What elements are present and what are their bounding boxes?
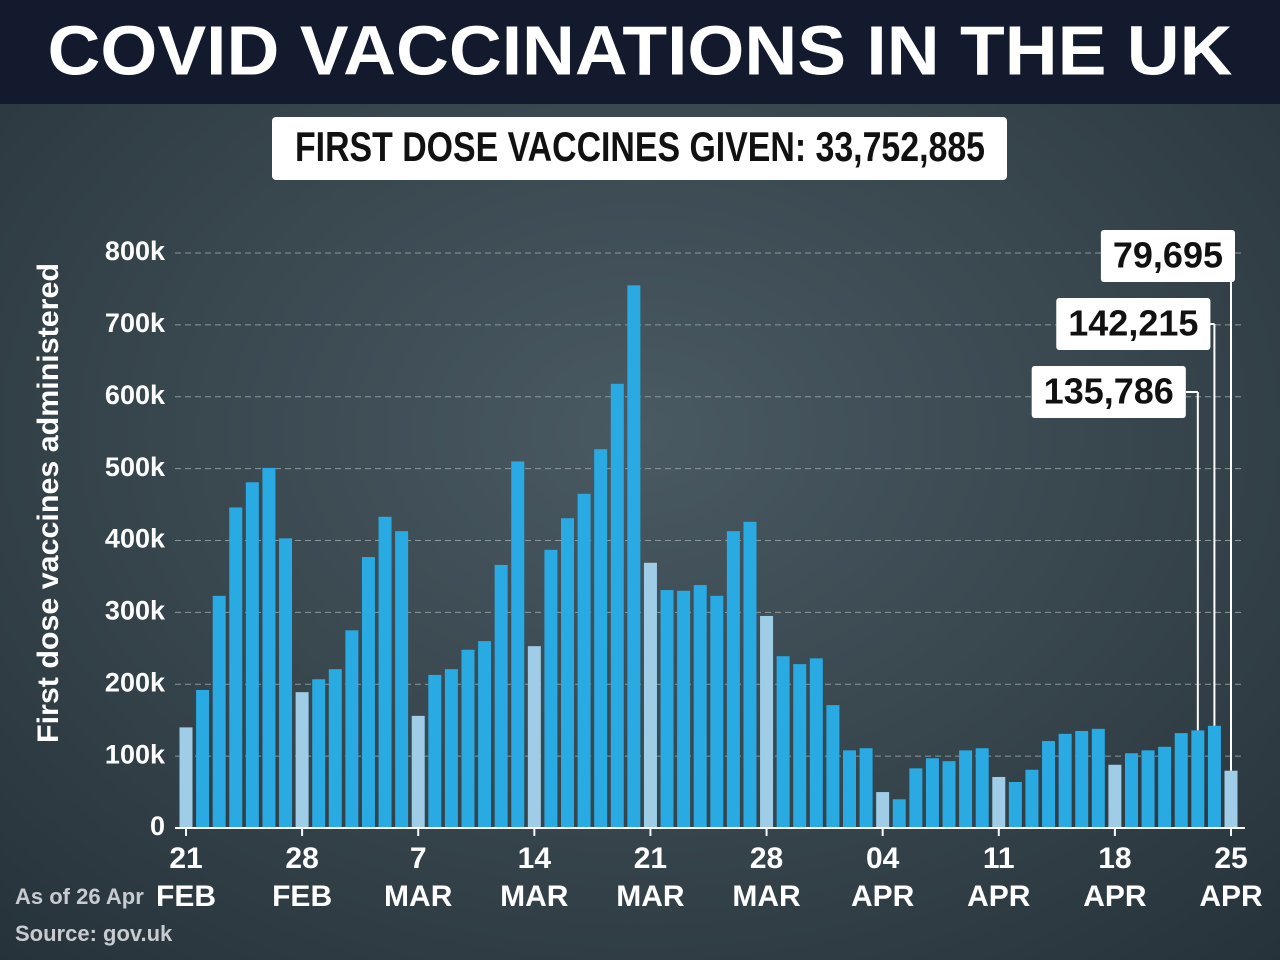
bar bbox=[677, 590, 691, 828]
bar bbox=[959, 750, 973, 828]
bar bbox=[776, 656, 790, 828]
bar bbox=[859, 748, 873, 828]
chart-title: COVID VACCINATIONS IN THE UK bbox=[48, 11, 1233, 89]
value-label-box bbox=[1031, 366, 1186, 418]
bar bbox=[196, 690, 210, 828]
bar bbox=[1207, 725, 1221, 828]
x-tick-label: 21 MAR bbox=[616, 842, 685, 913]
bar bbox=[312, 679, 326, 828]
bar bbox=[1124, 753, 1138, 828]
bar bbox=[925, 758, 939, 828]
bar bbox=[1174, 733, 1188, 828]
bar bbox=[1108, 764, 1122, 828]
bar bbox=[594, 449, 608, 828]
bar bbox=[561, 518, 575, 828]
value-label-box bbox=[1100, 230, 1235, 282]
bar bbox=[511, 461, 525, 828]
bar bbox=[643, 562, 657, 828]
bar bbox=[179, 727, 193, 828]
bar bbox=[975, 748, 989, 828]
title-bar bbox=[0, 0, 1280, 104]
x-tick-label: 7 MAR bbox=[384, 842, 453, 913]
y-tick-label: 200k bbox=[105, 667, 166, 697]
bar bbox=[295, 692, 309, 828]
bar bbox=[345, 630, 359, 828]
x-tick-label: 18 APR bbox=[1083, 842, 1147, 913]
subtitle-box bbox=[272, 117, 1007, 180]
y-tick-label: 700k bbox=[105, 308, 166, 338]
bar bbox=[627, 285, 641, 828]
bar bbox=[1025, 769, 1039, 828]
bar bbox=[411, 715, 425, 828]
bar bbox=[726, 531, 740, 828]
bar bbox=[361, 557, 375, 828]
bar bbox=[892, 799, 906, 828]
x-tick-label: 11 APR bbox=[967, 842, 1031, 913]
bar bbox=[876, 792, 890, 828]
bar bbox=[1224, 770, 1238, 828]
bar bbox=[527, 646, 541, 828]
bar bbox=[478, 641, 492, 828]
bar bbox=[693, 585, 707, 828]
y-tick-label: 800k bbox=[105, 236, 166, 266]
x-tick-label: 14 MAR bbox=[500, 842, 569, 913]
x-tick-label: 04 APR bbox=[851, 842, 915, 913]
y-tick-label: 500k bbox=[105, 452, 166, 482]
value-label: 142,215 bbox=[1068, 303, 1198, 344]
bar bbox=[1008, 782, 1022, 828]
bar bbox=[1191, 730, 1205, 828]
note: Source: gov.uk bbox=[15, 921, 173, 946]
bar bbox=[212, 595, 226, 828]
bar bbox=[793, 664, 807, 828]
x-tick-label: 21 FEB bbox=[156, 842, 216, 913]
bar bbox=[461, 649, 475, 828]
bar bbox=[909, 768, 923, 828]
bar bbox=[577, 493, 591, 828]
y-tick-label: 100k bbox=[105, 739, 166, 769]
y-tick-label: 0 bbox=[150, 811, 165, 841]
bar bbox=[378, 516, 392, 828]
bar bbox=[494, 564, 508, 828]
chart-subtitle: FIRST DOSE VACCINES GIVEN: 33,752,885 bbox=[295, 123, 985, 170]
bar bbox=[1141, 750, 1155, 828]
y-tick-label: 300k bbox=[105, 596, 166, 626]
bar bbox=[262, 467, 276, 828]
bar bbox=[395, 531, 409, 828]
bar bbox=[942, 761, 956, 828]
bar bbox=[279, 538, 293, 828]
bar bbox=[809, 658, 823, 828]
y-axis-label: First dose vaccines administered bbox=[32, 263, 65, 743]
note: As of 26 Apr bbox=[15, 884, 144, 909]
bar bbox=[229, 507, 243, 828]
bar bbox=[743, 521, 757, 828]
y-tick-label: 400k bbox=[105, 524, 166, 554]
bar bbox=[444, 669, 458, 828]
bar bbox=[826, 705, 840, 828]
bar bbox=[842, 750, 856, 828]
bar bbox=[1058, 733, 1072, 828]
bar bbox=[544, 549, 558, 828]
x-tick-label: 25 APR bbox=[1199, 842, 1263, 913]
bar bbox=[610, 383, 624, 828]
bar bbox=[328, 669, 342, 828]
value-label: 79,695 bbox=[1113, 235, 1223, 276]
value-label: 135,786 bbox=[1044, 371, 1174, 412]
bar bbox=[245, 482, 259, 828]
bar bbox=[1042, 741, 1056, 828]
bar bbox=[992, 776, 1006, 828]
bar bbox=[710, 595, 724, 828]
bar bbox=[1091, 728, 1105, 828]
bar bbox=[760, 615, 774, 828]
y-tick-label: 600k bbox=[105, 380, 166, 410]
bar bbox=[428, 674, 442, 828]
x-tick-label: 28 MAR bbox=[732, 842, 801, 913]
bar bbox=[660, 590, 674, 828]
x-tick-label: 28 FEB bbox=[272, 842, 332, 913]
bar bbox=[1158, 746, 1172, 828]
value-label-box bbox=[1056, 298, 1211, 350]
bar bbox=[1075, 730, 1089, 828]
